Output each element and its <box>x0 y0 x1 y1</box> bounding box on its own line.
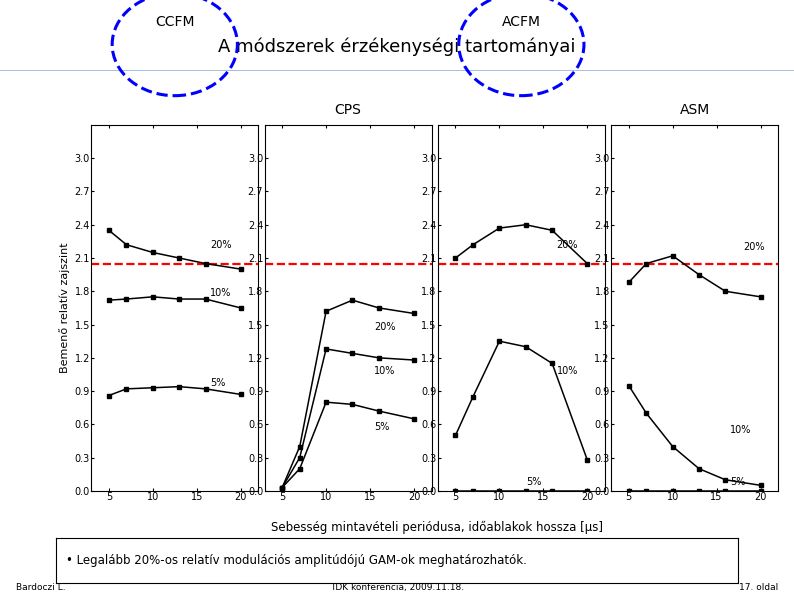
Bar <box>0 70 794 71</box>
Y-axis label: Bemenő relatív zajszint: Bemenő relatív zajszint <box>60 243 70 373</box>
Bar <box>0 70 794 71</box>
Bar <box>0 70 794 71</box>
Text: 10%: 10% <box>210 289 231 299</box>
Text: 5%: 5% <box>526 477 542 487</box>
Bar <box>0 70 794 71</box>
Bar <box>0 70 794 71</box>
Bar <box>0 70 794 71</box>
Bar <box>0 70 794 71</box>
Bar <box>0 70 794 71</box>
Bar <box>0 70 794 71</box>
Text: 10%: 10% <box>557 366 578 376</box>
Bar <box>0 70 794 71</box>
Bar <box>0 70 794 71</box>
Bar <box>0 70 794 71</box>
Bar <box>0 70 794 71</box>
Bar <box>0 70 794 71</box>
Bar <box>0 70 794 71</box>
Bar <box>0 70 794 71</box>
Bar <box>0 70 794 71</box>
Bar <box>0 70 794 71</box>
Bar <box>0 70 794 71</box>
Bar <box>0 70 794 71</box>
Bar <box>0 70 794 71</box>
Bar <box>0 70 794 71</box>
Bar <box>0 70 794 71</box>
Text: ASM: ASM <box>680 104 710 117</box>
Bar <box>0 70 794 71</box>
Bar <box>0 70 794 71</box>
Text: 20%: 20% <box>210 240 231 250</box>
Bar <box>0 70 794 71</box>
Text: A módszerek érzékenységi tartományai: A módszerek érzékenységi tartományai <box>218 37 576 56</box>
Text: 20%: 20% <box>743 242 765 252</box>
Text: 5%: 5% <box>375 422 390 431</box>
Bar <box>0 70 794 71</box>
Text: Sebesség mintavételi periódusa, időablakok hossza [μs]: Sebesség mintavételi periódusa, időablak… <box>271 521 603 534</box>
Bar <box>0 70 794 71</box>
Text: TDK konferencia, 2009.11.18.: TDK konferencia, 2009.11.18. <box>330 583 464 592</box>
Bar <box>0 70 794 71</box>
Bar <box>0 70 794 71</box>
Bar <box>0 70 794 71</box>
Bar <box>0 70 794 71</box>
Bar <box>0 70 794 71</box>
Bar <box>0 70 794 71</box>
Bar <box>0 70 794 71</box>
Bar <box>0 70 794 71</box>
Bar <box>0 70 794 71</box>
Bar <box>0 70 794 71</box>
Bar <box>0 70 794 71</box>
Bar <box>0 70 794 71</box>
Bar <box>0 70 794 71</box>
Text: 5%: 5% <box>730 477 746 487</box>
Bar <box>0 70 794 71</box>
Bar <box>0 70 794 71</box>
Bar <box>0 70 794 71</box>
Text: 10%: 10% <box>375 366 395 376</box>
Bar <box>0 70 794 71</box>
Text: CCFM: CCFM <box>155 15 195 30</box>
Bar <box>0 70 794 71</box>
Bar <box>0 70 794 71</box>
Bar <box>0 70 794 71</box>
Bar <box>0 70 794 71</box>
Bar <box>0 70 794 71</box>
Text: 17. oldal: 17. oldal <box>739 583 778 592</box>
Text: ACFM: ACFM <box>502 15 541 30</box>
Bar <box>0 70 794 71</box>
Bar <box>0 70 794 71</box>
Text: 5%: 5% <box>210 378 225 389</box>
Bar <box>0 70 794 71</box>
Text: Bardoczi L.: Bardoczi L. <box>16 583 65 592</box>
Text: 10%: 10% <box>730 425 751 435</box>
Bar <box>0 70 794 71</box>
Text: CPS: CPS <box>334 104 361 117</box>
Bar <box>0 70 794 71</box>
Bar <box>0 70 794 71</box>
Bar <box>0 70 794 71</box>
Bar <box>0 70 794 71</box>
Text: 20%: 20% <box>557 240 578 250</box>
Bar <box>0 70 794 71</box>
Text: 20%: 20% <box>375 322 396 332</box>
Bar <box>0 70 794 71</box>
Bar <box>0 70 794 71</box>
Bar <box>0 70 794 71</box>
Bar <box>0 70 794 71</box>
Text: • Legalább 20%-os relatív modulációs amplitúdójú GAM-ok meghatározhatók.: • Legalább 20%-os relatív modulációs amp… <box>66 555 526 567</box>
Bar <box>0 70 794 71</box>
Bar <box>0 70 794 71</box>
Bar <box>0 70 794 71</box>
Bar <box>0 70 794 71</box>
Bar <box>0 70 794 71</box>
Bar <box>0 70 794 71</box>
Bar <box>0 70 794 71</box>
Bar <box>0 70 794 71</box>
Bar <box>0 70 794 71</box>
Bar <box>0 70 794 71</box>
Bar <box>0 70 794 71</box>
Bar <box>0 70 794 71</box>
